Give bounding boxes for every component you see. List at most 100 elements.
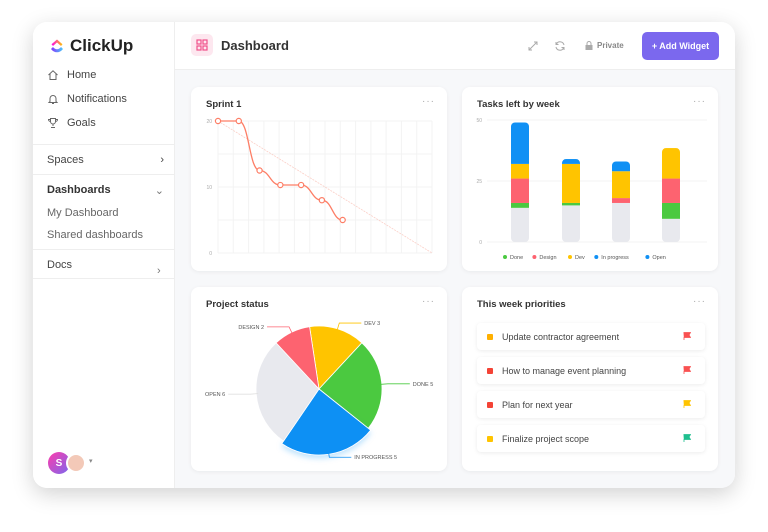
legend-dot — [503, 255, 507, 259]
bar-segment-dev — [612, 171, 630, 199]
flag-icon[interactable] — [683, 434, 691, 442]
sidebar-item-shared-dashboards[interactable]: Shared dashboards — [47, 229, 164, 241]
privacy-toggle[interactable]: Private — [585, 41, 624, 50]
legend-label: Open — [652, 255, 665, 261]
pie-leader-line — [228, 393, 259, 395]
data-point — [277, 181, 284, 189]
expand-icon[interactable] — [528, 41, 538, 51]
bar-stack — [612, 161, 630, 242]
priority-item[interactable]: How to manage event planning — [477, 357, 705, 384]
legend-label: In progress — [601, 255, 629, 261]
bar-segment-open — [511, 207, 529, 242]
main: Dashboard Private + Add Widget Sprint 1 … — [175, 22, 735, 488]
bar-stack — [662, 148, 680, 242]
sidebar-item-notifications[interactable]: Notifications — [47, 93, 127, 105]
sprint-burndown-chart: 0 10 20 — [206, 117, 433, 257]
divider — [33, 144, 174, 145]
data-point — [256, 167, 263, 174]
bar-segment-in-progress — [511, 122, 529, 164]
status-pie-chart: DEV 3 DONE 5 IN PROGRESS 5 OPEN 6 DESIGN 2 — [205, 321, 433, 461]
data-point — [214, 117, 222, 125]
tasks-widget: Tasks left by week ··· 0 25 50 Done Design De… — [462, 87, 718, 271]
bar-segment-design — [511, 178, 529, 203]
clickup-logo[interactable]: ClickUp — [49, 36, 133, 56]
widget-menu-button[interactable]: ··· — [693, 96, 706, 107]
y-tick-label: 10 — [206, 185, 212, 191]
add-widget-button[interactable]: + Add Widget — [642, 32, 719, 60]
priority-text: Plan for next year — [502, 399, 573, 410]
avatar[interactable]: S — [48, 452, 70, 474]
pie-label: DESIGN 2 — [238, 325, 264, 331]
widget-menu-button[interactable]: ··· — [693, 296, 706, 307]
sidebar: ClickUp Home Notifications Goals Spaces ›… — [33, 22, 175, 488]
pie-leader-line — [379, 383, 410, 385]
widget-title: Tasks left by week — [477, 99, 560, 110]
divider — [33, 249, 174, 250]
legend-label: Done — [510, 255, 523, 261]
priority-text: How to manage event planning — [502, 365, 627, 376]
bar-segment-design — [612, 198, 630, 203]
sidebar-item-home[interactable]: Home — [47, 69, 96, 81]
bar-segment-done — [562, 202, 580, 206]
app-name: ClickUp — [70, 36, 134, 55]
page-title: Dashboard — [221, 38, 289, 53]
sprint-widget: Sprint 1 ··· 0 10 20 — [191, 87, 447, 271]
private-label: Private — [597, 41, 624, 50]
sidebar-item-label: Shared dashboards — [47, 229, 144, 241]
bar-stack — [511, 122, 529, 242]
flag-icon[interactable] — [683, 400, 691, 408]
sidebar-item-label: Notifications — [67, 93, 127, 105]
pie-label: OPEN 6 — [205, 392, 225, 398]
chevron-down-icon[interactable]: ▾ — [89, 458, 93, 465]
sidebar-docs[interactable]: Docs — [47, 259, 164, 271]
flag-icon[interactable] — [683, 332, 691, 340]
dashboard-icon — [191, 34, 213, 56]
bar-segment-dev — [562, 163, 580, 203]
y-tick-label: 25 — [476, 179, 482, 185]
status-square — [487, 333, 493, 340]
sidebar-item-my-dashboard[interactable]: My Dashboard — [47, 207, 164, 219]
pie-label: DONE 5 — [413, 382, 433, 388]
priority-text: Update contractor agreement — [502, 331, 620, 342]
data-point — [318, 196, 326, 204]
header: Dashboard Private + Add Widget — [175, 22, 735, 70]
user-avatar[interactable] — [66, 453, 86, 473]
legend-label: Design — [539, 255, 556, 261]
lock-icon — [585, 41, 593, 50]
divider — [33, 278, 174, 279]
status-square — [487, 435, 493, 442]
sidebar-dashboards[interactable]: Dashboards ⌄ — [47, 184, 164, 197]
priority-text: Finalize project scope — [502, 433, 590, 444]
legend-dot — [645, 255, 650, 259]
priority-item[interactable]: Plan for next year — [477, 391, 705, 418]
data-point — [235, 117, 242, 125]
sidebar-item-label: Home — [67, 69, 97, 81]
priority-item[interactable]: Finalize project scope — [477, 425, 705, 452]
y-tick-label: 50 — [476, 118, 482, 124]
widget-menu-button[interactable]: ··· — [422, 96, 435, 107]
bar-stack — [562, 159, 580, 242]
y-tick-label: 0 — [479, 240, 482, 246]
widget-title: Project status — [206, 299, 269, 310]
data-point — [339, 216, 346, 224]
chevron-right-icon[interactable]: › — [157, 265, 161, 277]
priorities-widget: This week priorities ··· Update contract… — [462, 287, 718, 471]
flag-icon[interactable] — [683, 366, 691, 374]
widget-menu-button[interactable]: ··· — [422, 296, 435, 307]
refresh-icon[interactable] — [554, 40, 566, 52]
divider — [33, 174, 174, 175]
data-point — [297, 181, 305, 189]
dashboards-label: Dashboards — [47, 184, 111, 196]
bar-segment-open — [662, 218, 680, 242]
sidebar-item-goals[interactable]: Goals — [47, 117, 96, 129]
home-icon — [48, 70, 58, 80]
avatar-initial: S — [55, 457, 63, 469]
priority-item[interactable]: Update contractor agreement — [477, 323, 705, 350]
y-tick-label: 0 — [209, 251, 212, 257]
pie-label: IN PROGRESS 5 — [354, 455, 397, 461]
sidebar-spaces[interactable]: Spaces › — [47, 154, 164, 166]
tasks-bar-chart: 0 25 50 Done Design Dev In progress Open — [476, 118, 707, 261]
pie-leader-line — [327, 449, 352, 458]
chevron-down-icon: ⌄ — [154, 185, 164, 197]
status-square — [487, 367, 493, 374]
